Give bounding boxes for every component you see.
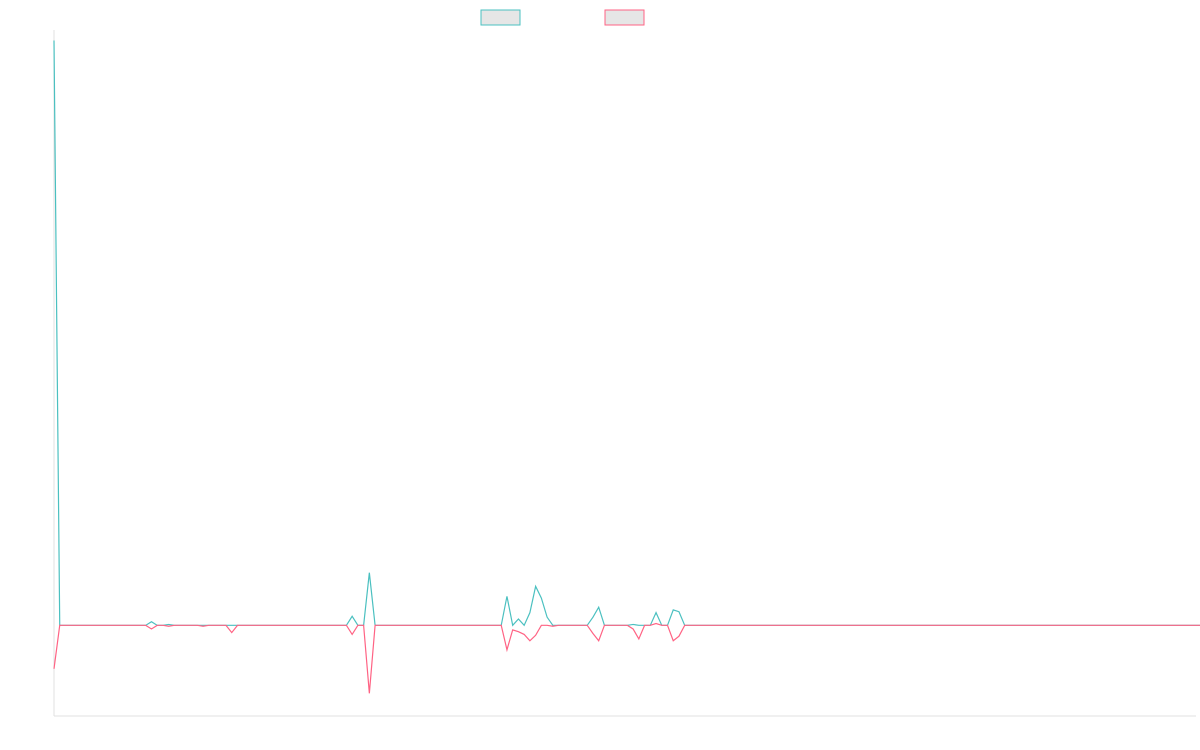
series-line-2 (53, 622, 1200, 694)
series-layer (53, 40, 1200, 694)
legend (480, 9, 645, 26)
series-line-1 (53, 40, 1200, 627)
legend-swatch-1[interactable] (480, 9, 521, 26)
legend-swatch-2[interactable] (604, 9, 645, 26)
